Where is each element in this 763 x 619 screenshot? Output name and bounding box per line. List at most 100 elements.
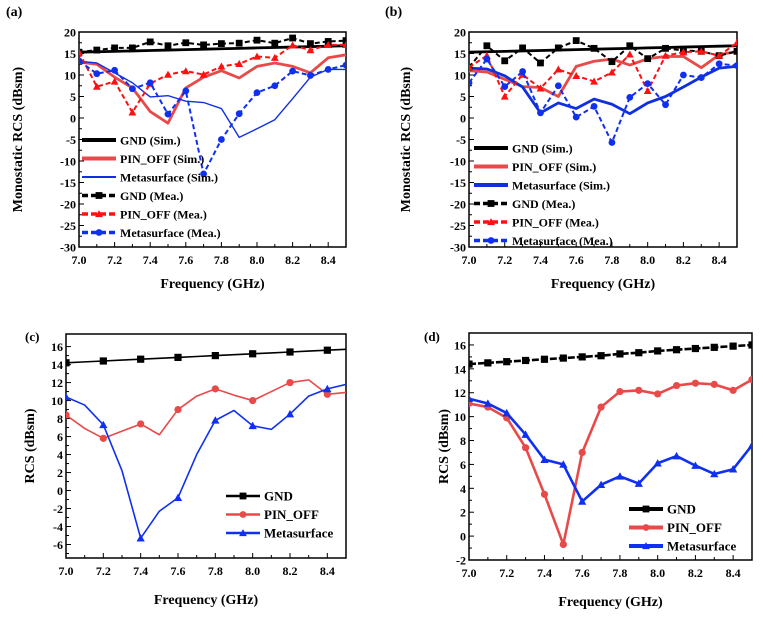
data-point-metasurface [323,384,332,393]
y-tick-label: -6 [53,538,63,552]
y-tick-label: 8 [460,434,466,448]
series-line-metasurface [469,397,752,503]
legend-marker-gnd-mea [95,192,103,199]
data-point-gnd-mea [501,57,509,65]
data-point-gnd-mea [129,44,136,52]
y-tick-label: 16 [454,338,466,352]
data-point-metasurface [653,459,662,467]
data-point-metasurface-mea [235,110,243,118]
data-point-metasurface-mea [342,61,346,69]
data-point-metasurface-mea [146,79,154,87]
legend-label-gnd: GND [667,502,696,517]
data-point-pin-off [578,448,586,457]
x-tick-label: 8.0 [650,566,665,580]
data-point-metasurface-mea [608,139,616,146]
x-tick-label: 7.4 [533,253,548,267]
y-tick-label: 10 [64,69,76,83]
data-point-pin-off-mea [79,48,83,56]
y-tick-label: -15 [450,176,466,190]
y-tick-label: -25 [450,219,466,233]
y-tick-label: -30 [450,241,466,255]
y-axis-label: RCS (dBsm) [437,409,452,484]
data-point-gnd-mea [307,40,314,48]
y-tick-label: -20 [450,198,466,212]
data-point-pin-off-mea [181,67,190,75]
data-point-metasurface [540,455,549,463]
data-point-gnd [211,351,219,360]
legend-label-gnd-mea: GND (Mea.) [120,189,183,203]
legend-label-metasurface: Metasurface [264,526,334,541]
y-tick-label: 0 [57,484,63,498]
x-tick-label: 8.2 [676,253,691,267]
y-axis-label: RCS (dBsm) [23,408,38,483]
data-point-metasurface-mea [733,62,737,69]
data-point-pin-off-mea [199,70,208,78]
x-tick-label: 7.8 [612,566,627,580]
y-tick-label: -20 [60,198,76,212]
data-point-metasurface [728,465,738,473]
data-point-metasurface-mea [554,82,562,90]
legend: GND PIN_OFF Metasurface [629,502,737,554]
panel-label-d: (d) [424,329,440,344]
y-tick-label: 6 [460,458,466,472]
data-point-gnd [66,359,70,367]
legend-marker-metasurface [642,542,650,550]
data-point-metasurface-mea [662,101,669,109]
series-line-gnd-sim [79,44,346,54]
data-point-metasurface-mea [469,79,473,87]
data-point-gnd-mea [93,46,101,54]
data-point-pin-off-mea [164,70,172,78]
legend-label-metasurface-sim: Metasurface (Sim.) [512,179,610,193]
y-tick-label: -15 [60,176,76,190]
legend-label-pin-off-sim: PIN_OFF (Sim.) [512,160,596,174]
data-point-gnd [748,341,752,349]
y-tick-label: 4 [57,448,63,462]
legend: GND (Sim.) PIN_OFF (Sim.) Metasurface (Sim… [474,142,613,248]
data-point-gnd-mea [644,55,652,63]
data-point-gnd [137,355,145,363]
data-point-pin-off [654,390,662,398]
plot-area [469,341,752,549]
series-line-gnd-mea [469,39,737,68]
data-point-gnd [286,348,294,356]
data-point-gnd [559,354,567,362]
data-point-pin-off [286,378,294,387]
x-tick-label: 7.6 [569,253,584,267]
data-point-gnd-mea [218,40,225,48]
legend-marker-pin-off [642,524,650,531]
data-point-pin-off-mea [288,41,297,49]
plot-frame [65,333,347,559]
data-point-pin-off [540,490,549,498]
data-point-gnd-mea [235,39,243,47]
plot-area [79,34,346,178]
data-point-metasurface [248,421,257,430]
panel-b: (b) 7.0 7.2 7.4 7.6 7.8 8.0 8.2 8.4 20 15 10 5 0 -5 -1… [385,5,738,292]
legend-label-metasurface-sim: Metasurface (Sim.) [120,171,218,185]
data-point-pin-off [174,405,182,414]
x-tick-label: 7.2 [499,566,514,580]
x-tick-label: 8.2 [283,564,298,578]
series-line-pin-off-mea [469,41,737,98]
legend-label-pin-off-sim: PIN_OFF (Sim.) [120,152,204,166]
data-point-gnd-mea [590,44,598,52]
data-point-metasurface [483,399,493,407]
x-tick-label: 8.4 [321,253,336,267]
data-point-pin-off [99,434,107,442]
data-point-gnd [249,350,257,358]
legend-label-pin-off-mea: PIN_OFF (Mea.) [120,208,207,222]
data-point-metasurface [710,469,719,478]
data-point-metasurface [469,394,474,403]
panel-label-b: (b) [385,5,402,20]
y-tick-label: 4 [460,482,466,496]
data-point-pin-off-mea [324,40,333,49]
data-point-metasurface-mea [182,87,190,95]
y-tick-label: 10 [454,410,466,424]
data-point-gnd-mea [289,34,296,42]
legend-label-pin-off: PIN_OFF [667,520,722,535]
data-point-pin-off [616,387,624,396]
plot-area [66,346,346,542]
y-tick-label: 0 [70,112,76,126]
x-tick-label: 8.0 [245,564,260,578]
data-point-pin-off-mea [661,51,670,59]
data-point-pin-off-mea [306,46,315,54]
